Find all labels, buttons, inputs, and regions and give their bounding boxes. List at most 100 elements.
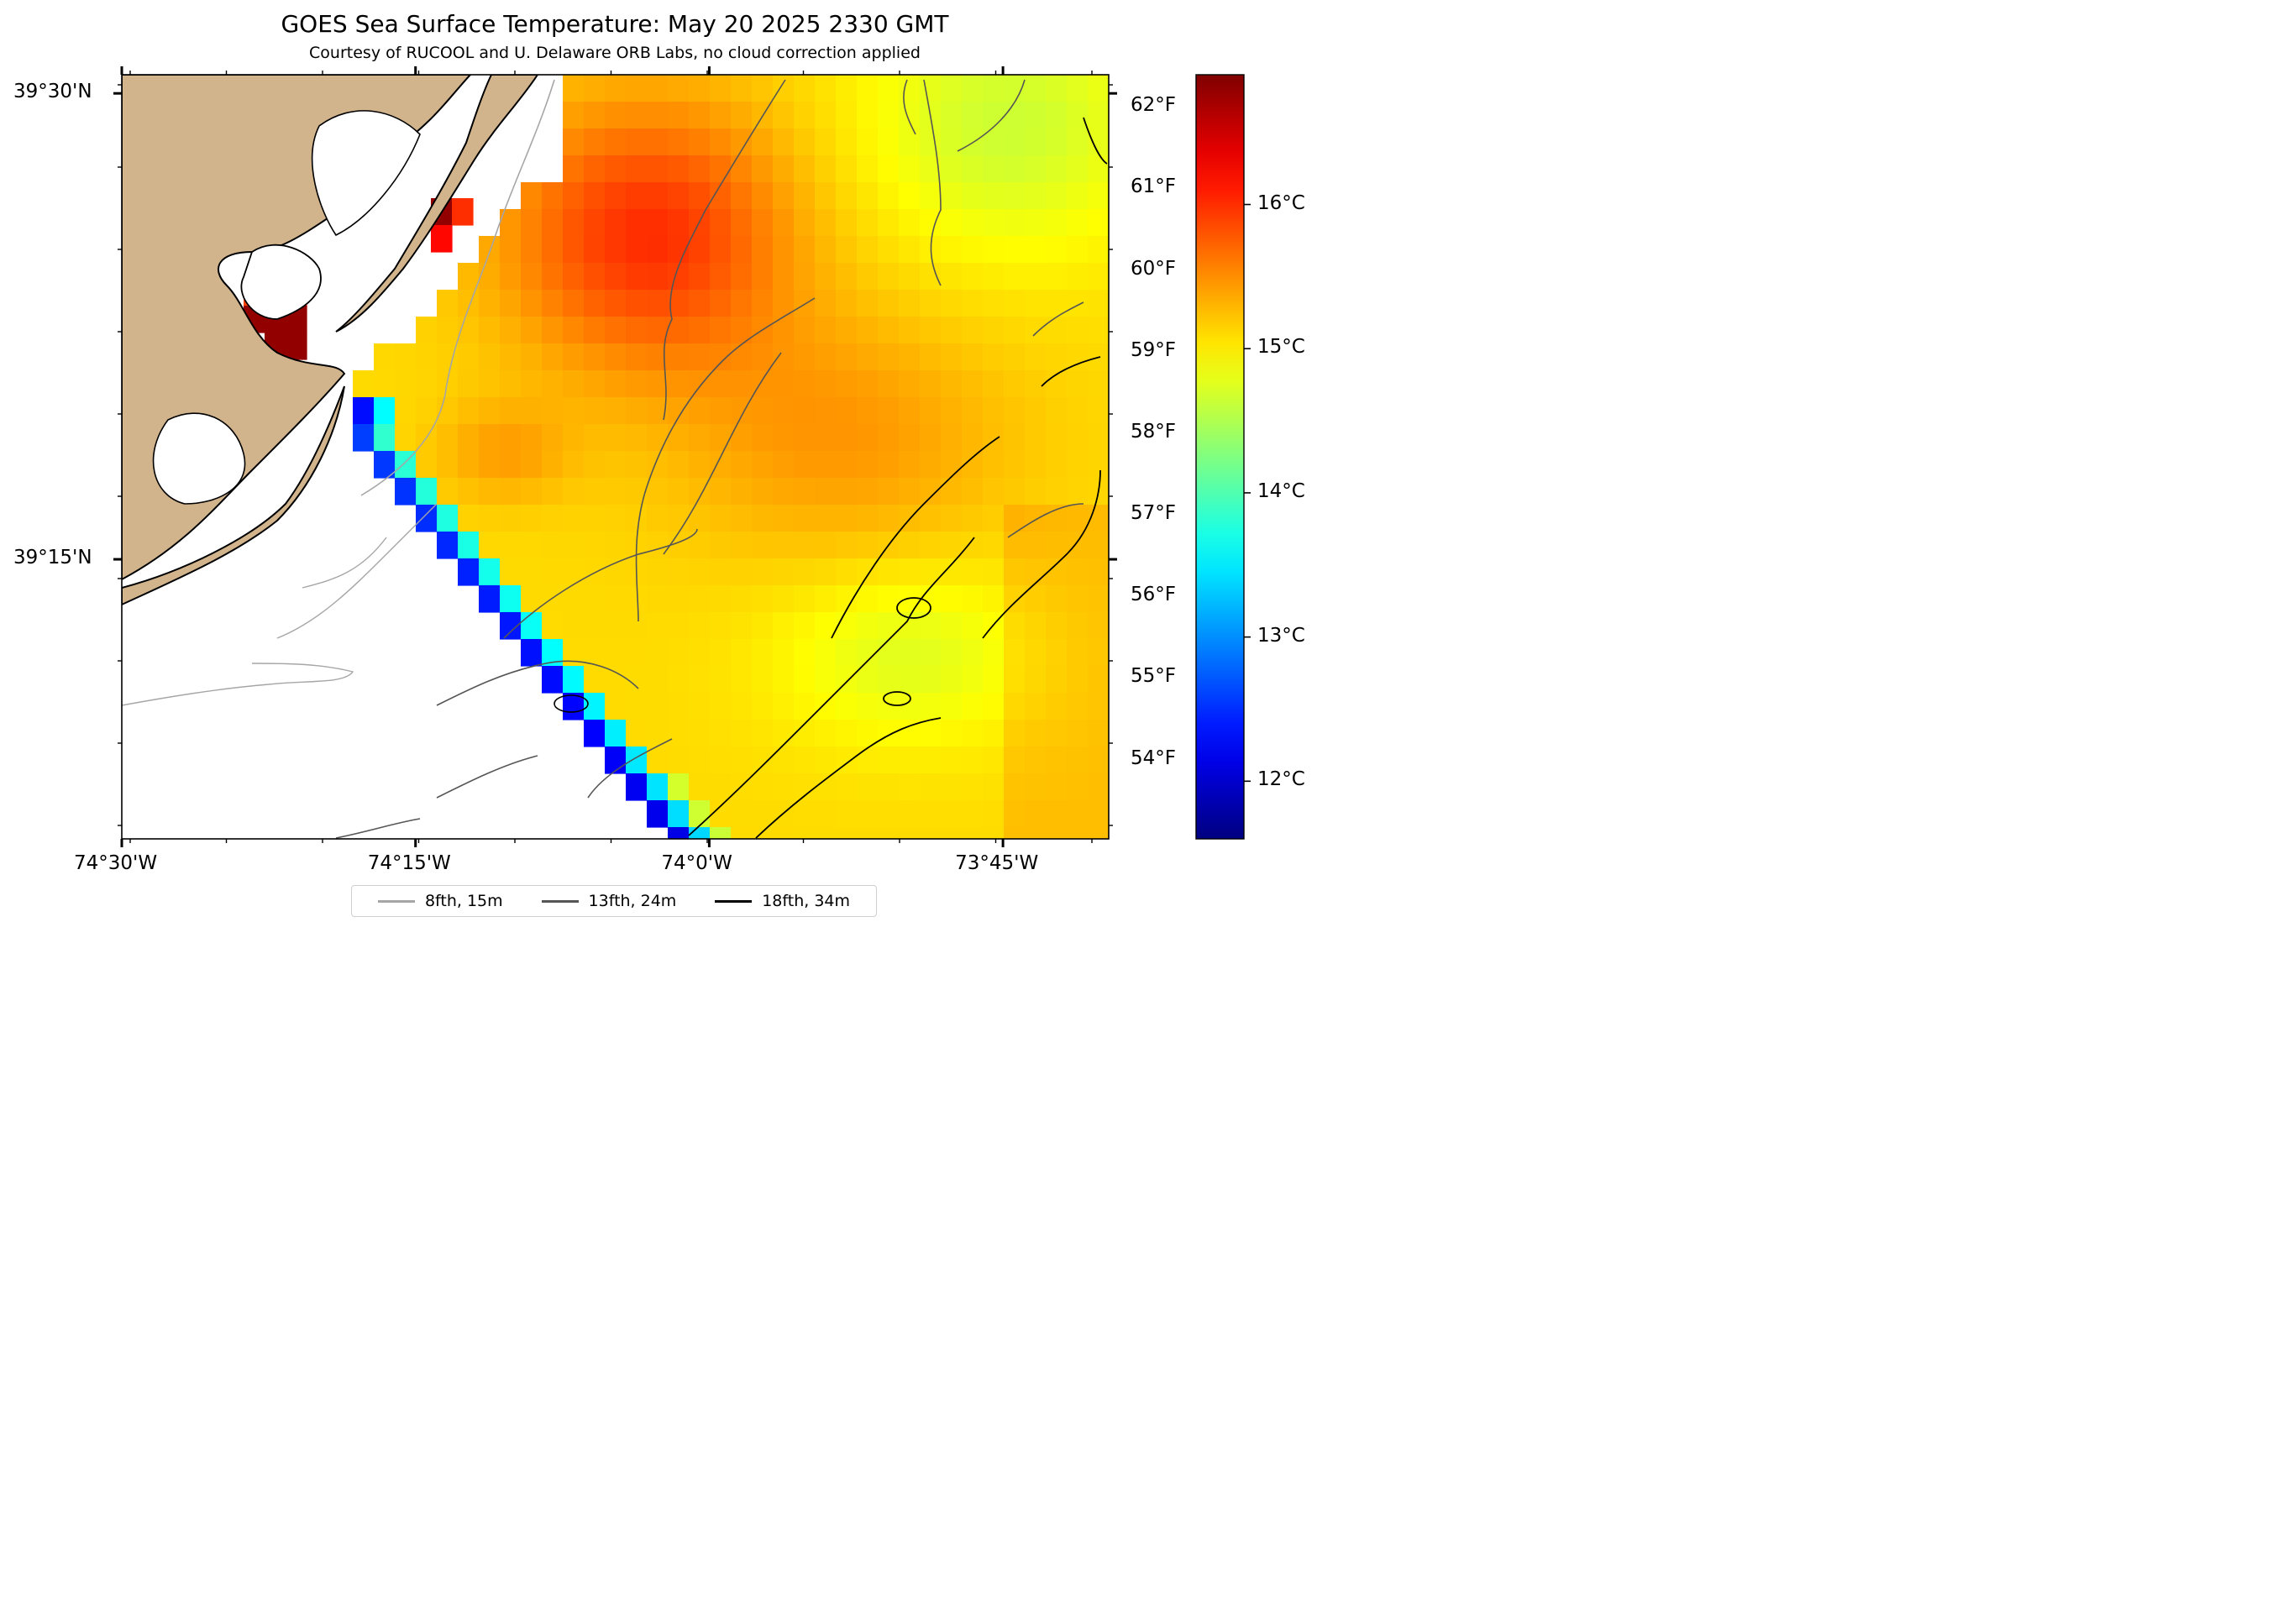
sst-pixel: [374, 343, 396, 371]
sst-pixel: [773, 128, 795, 156]
sst-pixel: [1067, 182, 1089, 210]
sst-pixel: [1046, 263, 1068, 291]
x-tick-label: 74°15'W: [367, 852, 451, 874]
sst-pixel: [563, 424, 585, 452]
sst-pixel: [731, 505, 753, 532]
sst-pixel: [542, 209, 564, 237]
sst-pixel: [605, 639, 627, 667]
sst-pixel: [563, 585, 585, 613]
sst-pixel: [1004, 236, 1026, 264]
sst-pixel: [542, 397, 564, 425]
chart-title: GOES Sea Surface Temperature: May 20 202…: [281, 10, 949, 38]
sst-pixel: [1046, 155, 1068, 183]
sst-pixel: [731, 290, 753, 317]
sst-pixel: [710, 317, 732, 344]
sst-pixel: [920, 800, 942, 828]
sst-pixel: [983, 102, 1005, 129]
sst-pixel: [710, 128, 732, 156]
sst-pixel: [479, 505, 501, 532]
sst-pixel: [731, 639, 753, 667]
sst-pixel: [836, 505, 858, 532]
sst-pixel: [836, 720, 858, 747]
fahrenheit-tick-label: 62°F: [1131, 94, 1176, 116]
sst-pixel: [689, 478, 711, 506]
fahrenheit-tick-label: 58°F: [1131, 421, 1176, 443]
sst-pixel: [563, 451, 585, 479]
sst-pixel: [836, 693, 858, 720]
sst-pixel: [584, 532, 606, 559]
sst-pixel: [563, 75, 585, 102]
sst-pixel: [689, 612, 711, 640]
sst-pixel: [563, 290, 585, 317]
sst-pixel: [668, 666, 690, 694]
sst-pixel: [752, 424, 774, 452]
sst-pixel: [794, 370, 816, 398]
sst-pixel: [773, 639, 795, 667]
sst-pixel: [1067, 155, 1089, 183]
sst-pixel: [500, 397, 522, 425]
sst-pixel: [1046, 102, 1068, 129]
sst-pixel: [1067, 102, 1089, 129]
sst-pixel: [752, 532, 774, 559]
sst-pixel: [941, 397, 963, 425]
sst-pixel: [1046, 209, 1068, 237]
sst-pixel: [584, 478, 606, 506]
celsius-tick-label: 12°C: [1257, 768, 1305, 791]
sst-pixel: [689, 263, 711, 291]
sst-pixel: [542, 317, 564, 344]
sst-pixel: [752, 370, 774, 398]
sst-pixel: [857, 424, 879, 452]
sst-pixel: [941, 370, 963, 398]
sst-pixel: [836, 558, 858, 586]
sst-pixel: [899, 827, 921, 839]
sst-pixel: [878, 397, 900, 425]
sst-pixel: [962, 263, 984, 291]
sst-pixel: [1067, 747, 1089, 774]
sst-pixel: [689, 666, 711, 694]
sst-pixel: [941, 505, 963, 532]
sst-pixel: [983, 558, 1005, 586]
land-mask: [122, 75, 539, 606]
sst-pixel: [1046, 612, 1068, 640]
isobath-13fth: [635, 297, 816, 622]
sst-pixel: [731, 532, 753, 559]
sst-pixel: [605, 263, 627, 291]
sst-pixel: [878, 290, 900, 317]
sst-pixel: [1004, 397, 1026, 425]
x-tick-label: 73°45'W: [955, 852, 1039, 874]
sst-pixel: [1067, 370, 1089, 398]
sst-pixel: [899, 263, 921, 291]
sst-pixel: [1067, 693, 1089, 720]
sst-grid: [244, 75, 1109, 839]
sst-pixel: [773, 558, 795, 586]
sst-pixel: [374, 370, 396, 398]
sst-pixel: [437, 505, 459, 532]
sst-pixel: [941, 585, 963, 613]
sst-pixel: [962, 397, 984, 425]
sst-pixel: [857, 747, 879, 774]
sst-pixel: [1025, 720, 1047, 747]
sst-pixel: [626, 451, 648, 479]
sst-pixel: [668, 102, 690, 129]
sst-pixel: [941, 128, 963, 156]
celsius-tick-label: 14°C: [1257, 479, 1305, 502]
sst-pixel: [605, 612, 627, 640]
sst-pixel: [584, 343, 606, 371]
sst-pixel: [773, 75, 795, 102]
sst-pixel: [899, 585, 921, 613]
sst-pixel: [794, 290, 816, 317]
sst-pixel: [920, 720, 942, 747]
sst-pixel: [731, 747, 753, 774]
sst-pixel: [857, 720, 879, 747]
sst-pixel: [647, 478, 669, 506]
sst-pixel: [416, 343, 438, 371]
sst-pixel: [731, 827, 753, 839]
sst-pixel: [584, 75, 606, 102]
sst-pixel: [1025, 639, 1047, 667]
sst-pixel: [563, 666, 585, 694]
sst-pixel: [920, 693, 942, 720]
sst-pixel: [1088, 558, 1109, 586]
sst-pixel: [542, 585, 564, 613]
sst-pixel: [563, 478, 585, 506]
sst-pixel: [1088, 182, 1109, 210]
